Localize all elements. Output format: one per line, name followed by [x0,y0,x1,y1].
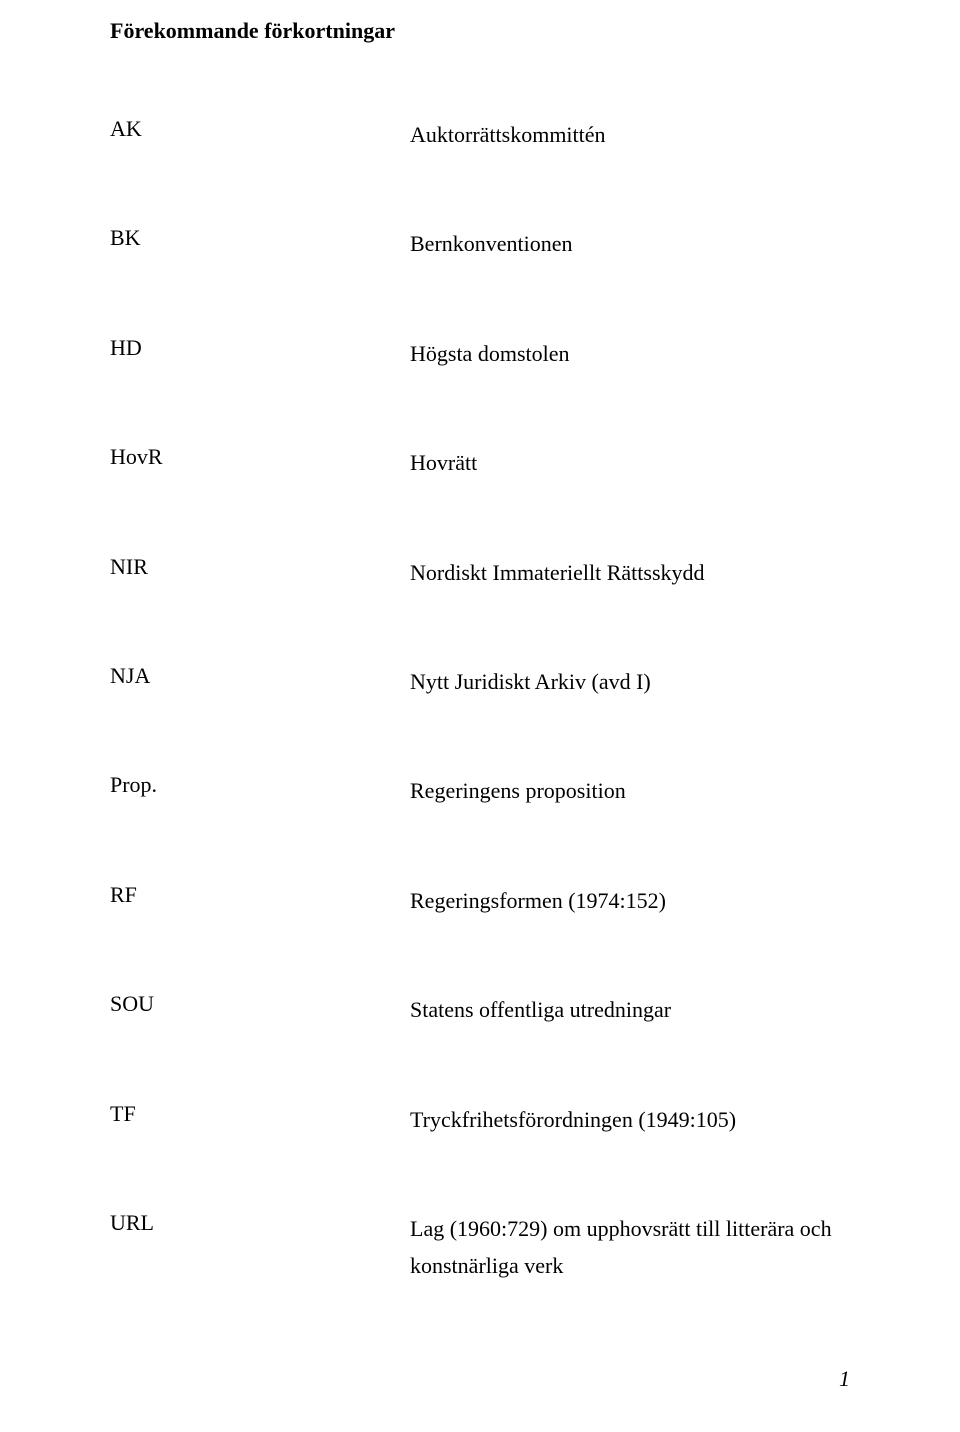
abbrev-term: HovR [110,444,410,481]
abbrev-definition: Lag (1960:729) om upphovsrätt till litte… [410,1210,850,1285]
abbrev-term: RF [110,882,410,919]
abbrev-definition: Hovrätt [410,444,477,481]
abbrev-definition: Bernkonventionen [410,225,573,262]
abbrev-row: AK Auktorrättskommittén [110,116,850,153]
abbrev-definition: Auktorrättskommittén [410,116,606,153]
abbrev-definition: Regeringens proposition [410,772,626,809]
abbrev-row: NIR Nordiskt Immateriellt Rättsskydd [110,554,850,591]
abbrev-row: HovR Hovrätt [110,444,850,481]
abbrev-row: URL Lag (1960:729) om upphovsrätt till l… [110,1210,850,1285]
abbrev-definition: Högsta domstolen [410,335,570,372]
page-title: Förekommande förkortningar [110,18,850,44]
abbrev-definition: Statens offentliga utredningar [410,991,671,1028]
abbrev-row: NJA Nytt Juridiskt Arkiv (avd I) [110,663,850,700]
abbrev-term: TF [110,1101,410,1138]
abbrev-definition: Tryckfrihetsförordningen (1949:105) [410,1101,736,1138]
abbrev-term: NIR [110,554,410,591]
abbrev-row: HD Högsta domstolen [110,335,850,372]
page-number: 1 [839,1366,850,1392]
abbrev-term: BK [110,225,410,262]
abbrev-definition: Nytt Juridiskt Arkiv (avd I) [410,663,651,700]
abbrev-row: RF Regeringsformen (1974:152) [110,882,850,919]
abbrev-row: SOU Statens offentliga utredningar [110,991,850,1028]
abbrev-row: BK Bernkonventionen [110,225,850,262]
abbrev-term: Prop. [110,772,410,809]
abbrev-term: URL [110,1210,410,1285]
abbrev-term: SOU [110,991,410,1028]
abbrev-term: NJA [110,663,410,700]
abbrev-term: HD [110,335,410,372]
abbrev-row: TF Tryckfrihetsförordningen (1949:105) [110,1101,850,1138]
abbrev-definition: Regeringsformen (1974:152) [410,882,666,919]
abbrev-row: Prop. Regeringens proposition [110,772,850,809]
abbrev-definition: Nordiskt Immateriellt Rättsskydd [410,554,705,591]
abbrev-term: AK [110,116,410,153]
